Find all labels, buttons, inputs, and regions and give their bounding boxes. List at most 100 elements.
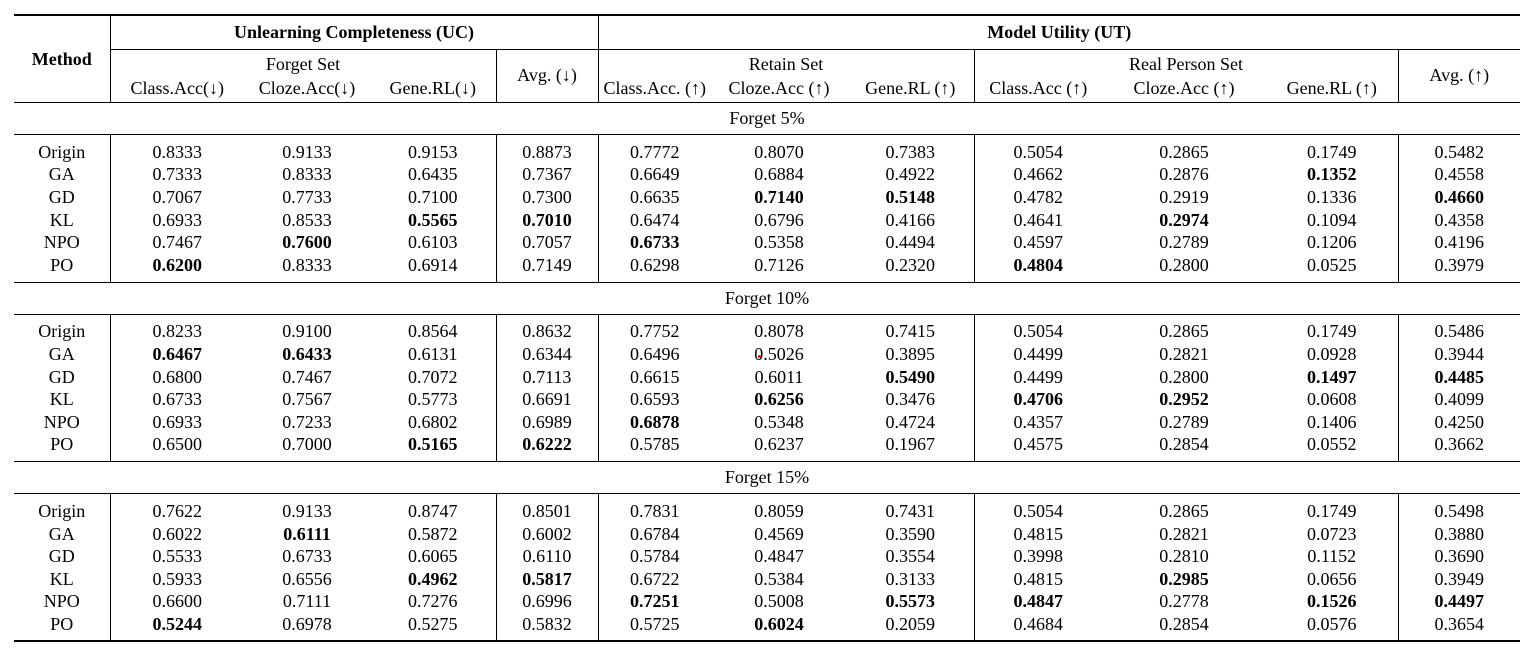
value-cell: 0.6784 [597,522,711,545]
retain-set-header: Retain Set [597,48,974,75]
method-cell: PO [50,613,74,634]
value-cell: 0.0525 [1307,254,1357,275]
method-cell: NPO [43,232,80,253]
value-cell: 0.5482 [1397,140,1520,164]
value-cell: 0.6011 [754,366,804,387]
value-cell: 0.3880 [1397,522,1520,545]
value-cell: 0.7622 [109,499,244,523]
ut-title: Model Utility (UT) [987,21,1132,42]
value-cell: 0.8333 [282,164,332,185]
method-cell: NPO [43,411,80,432]
method-cell: KL [49,209,74,230]
value-cell: 0.4196 [1397,230,1520,254]
retain-cloze-acc-header: Cloze.Acc (↑) [728,77,830,98]
value-cell: 0.4558 [1397,163,1520,186]
value-cell: 0.6131 [408,343,458,364]
method-cell: GD [48,366,75,387]
value-cell: 0.4815 [973,567,1102,590]
value-cell: 0.6556 [282,568,332,589]
value-cell: 0.7140 [754,186,804,207]
value-cell: 0.7367 [495,163,598,186]
ut-group-header: Model Utility (UT) [597,15,1520,49]
value-cell: 0.5832 [495,612,598,636]
value-cell: 0.4922 [885,164,936,185]
ut-avg-header: Avg. (↑) [1397,48,1520,103]
value-cell: 0.4724 [885,411,936,432]
value-cell: 0.7072 [408,366,458,387]
value-cell: 0.7431 [885,500,936,521]
value-cell: 0.5784 [597,544,711,568]
value-cell: 0.4485 [1397,365,1520,388]
value-cell: 0.8070 [754,141,804,162]
method-cell: PO [50,254,74,275]
value-cell: 0.7467 [109,230,244,254]
uc-group-header: Unlearning Completeness (UC) [109,15,598,49]
value-cell: 0.8059 [754,500,804,521]
value-cell: 0.5498 [1397,499,1520,523]
value-cell: 0.6733 [282,546,332,567]
uc-cloze-acc-header: Cloze.Acc(↓) [258,77,356,98]
section-row: Forget 10% [14,281,1520,315]
value-cell: 0.2789 [1159,411,1209,432]
value-cell: 0.6600 [109,590,244,613]
value-cell: 0.6996 [495,590,598,613]
value-cell: 0.2810 [1159,546,1209,567]
value-cell: 0.7300 [495,185,598,209]
real-person-set-header: Real Person Set [973,48,1398,75]
value-cell: 0.6733 [597,230,711,254]
value-cell: 0.6733 [109,387,244,411]
value-cell: 0.5872 [408,523,458,544]
value-cell: 0.5573 [885,591,936,612]
value-cell: 0.6722 [597,567,711,590]
value-cell: 0.5785 [597,433,711,456]
value-cell: 0.3949 [1397,567,1520,590]
value-cell: 0.4804 [973,253,1102,277]
value-cell: 0.7126 [754,254,804,275]
value-cell: 0.5933 [109,567,244,590]
value-cell: 0.7383 [885,141,936,162]
value-cell: 0.2821 [1159,343,1209,364]
value-cell: 0.8501 [495,499,598,523]
value-cell: 0.5773 [408,389,458,410]
value-cell: 0.5817 [495,567,598,590]
method-cell: GA [48,523,75,544]
value-cell: 0.2821 [1159,523,1209,544]
value-cell: 0.4569 [754,523,804,544]
value-cell: 0.5275 [408,613,458,634]
section-title: Forget 10% [14,281,1520,315]
value-cell: 0.6433 [282,343,332,364]
value-cell: 0.2876 [1159,164,1209,185]
real-gene-rl-header: Gene.RL (↑) [1286,77,1377,98]
results-table-container: Method Unlearning Completeness (UC) Mode… [14,14,1520,642]
value-cell: 0.7057 [495,230,598,254]
results-table: Method Unlearning Completeness (UC) Mode… [14,14,1520,642]
value-cell: 0.6237 [754,434,804,455]
retain-gene-rl-header: Gene.RL (↑) [865,77,956,98]
value-cell: 0.3895 [885,343,936,364]
retain-class-acc-header: Class.Acc. (↑) [597,74,711,103]
value-cell: 0.7233 [282,411,332,432]
value-cell: 0.3654 [1397,612,1520,636]
value-cell: 0.4597 [973,230,1102,254]
section-row: Forget 15% [14,461,1520,495]
value-cell: 0.4782 [973,185,1102,209]
value-cell: 0.7276 [408,591,458,612]
value-cell: 0.9100 [282,321,332,342]
value-cell: 0.8564 [408,321,458,342]
section-spacer [14,455,1520,462]
table-row: PO 0.5244 0.6978 0.5275 0.5832 0.5725 0.6024 0.… [14,612,1520,636]
value-cell: 0.8333 [282,254,332,275]
value-cell: 0.1352 [1307,164,1357,185]
value-cell: 0.5490 [885,366,936,387]
value-cell: 0.7831 [597,499,711,523]
value-cell: 0.7067 [109,185,244,209]
uc-title: Unlearning Completeness (UC) [234,21,474,42]
method-cell: Origin [38,500,86,521]
value-cell: 0.1749 [1307,141,1357,162]
value-cell: 0.6200 [109,253,244,277]
section-title: Forget 15% [14,461,1520,495]
value-cell: 0.5008 [754,591,804,612]
value-cell: 0.8333 [109,140,244,164]
value-cell: 0.6344 [495,342,598,366]
value-cell: 0.1749 [1307,321,1357,342]
